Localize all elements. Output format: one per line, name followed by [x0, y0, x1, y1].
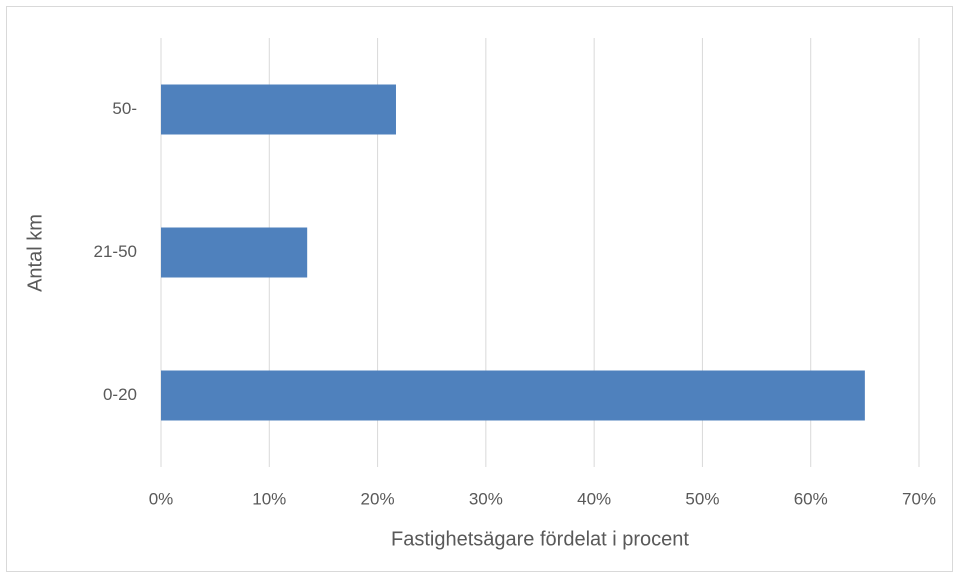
x-tick-label: 10%: [252, 489, 286, 508]
x-tick-label: 0%: [149, 489, 174, 508]
x-tick-label: 40%: [577, 489, 611, 508]
x-tick-label: 50%: [685, 489, 719, 508]
bar: [161, 370, 865, 421]
x-tick-label: 70%: [902, 489, 936, 508]
y-tick-label: 21-50: [94, 242, 137, 261]
y-axis-label: Antal km: [24, 214, 46, 292]
x-tick-label: 30%: [469, 489, 503, 508]
y-tick-label: 50-: [112, 99, 137, 118]
x-axis-label: Fastighetsägare fördelat i procent: [391, 528, 689, 550]
x-tick-label: 60%: [794, 489, 828, 508]
bar: [161, 84, 396, 135]
y-tick-label: 0-20: [103, 385, 137, 404]
bar: [161, 227, 308, 278]
x-tick-label: 20%: [361, 489, 395, 508]
